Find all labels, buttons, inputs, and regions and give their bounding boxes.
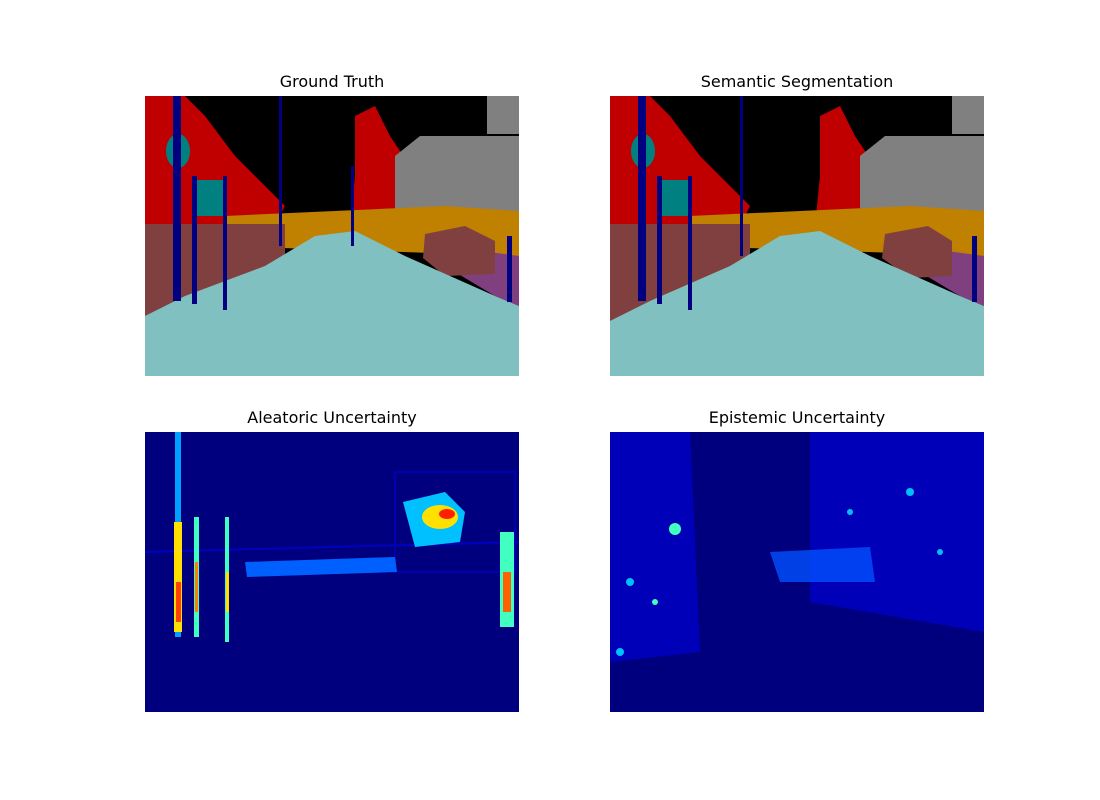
epistemic-uncertainty-image <box>610 432 984 712</box>
ground-truth-image <box>145 96 519 376</box>
panel-title: Epistemic Uncertainty <box>708 408 886 427</box>
semantic-segmentation-image <box>610 96 984 376</box>
panel-title: Aleatoric Uncertainty <box>247 408 417 427</box>
panel-title: Ground Truth <box>279 72 385 91</box>
aleatoric-uncertainty-image <box>145 432 519 712</box>
panel-title: Semantic Segmentation <box>700 72 894 91</box>
